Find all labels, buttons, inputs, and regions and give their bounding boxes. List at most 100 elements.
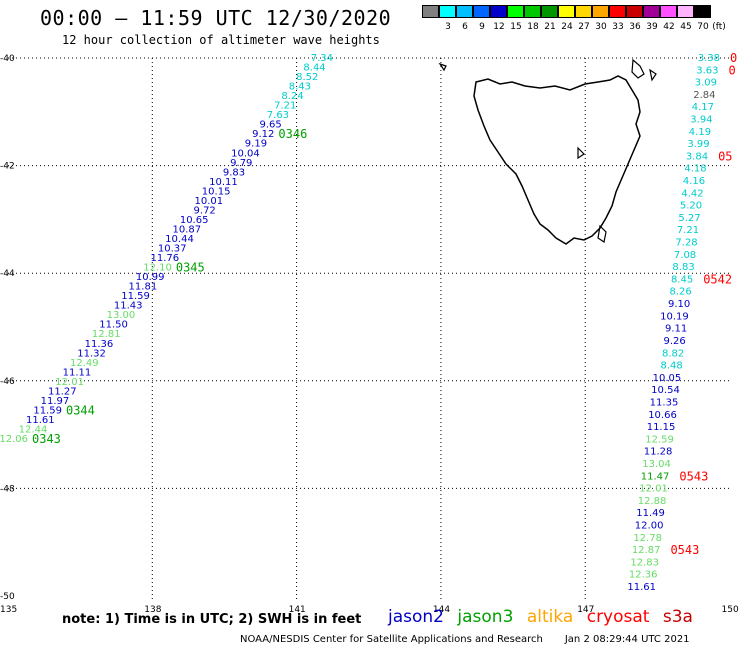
pass-time-label: 0 <box>730 51 737 65</box>
satellite-legend: jason2 jason3 altika cryosat s3a <box>388 607 701 627</box>
map-subtitle: 12 hour collection of altimeter wave hei… <box>62 33 380 47</box>
colorbar-swatch <box>473 5 490 18</box>
legend-jason3: jason3 <box>457 607 514 627</box>
lon-label: 147 <box>577 605 594 615</box>
swh-value: 5.27 <box>678 213 700 224</box>
swh-value: 11.59 <box>33 405 62 416</box>
pass-time-label: 0345 <box>176 261 205 275</box>
pass-time-label: 0344 <box>66 403 95 417</box>
swh-value: 10.37 <box>158 244 187 255</box>
colorbar-label: 42 <box>663 22 675 32</box>
swh-value: 10.54 <box>651 385 680 396</box>
east-track: 3.383.63 3.092.844.17 3.944.193.993.84 4.18… <box>627 51 737 593</box>
swh-value: 12.87 <box>632 545 661 556</box>
colorbar-label: 36 <box>629 22 641 32</box>
lon-label: 144 <box>433 605 450 615</box>
swh-value: 4.42 <box>681 188 703 199</box>
swh-value: 11.50 <box>99 320 128 331</box>
swh-value: 4.19 <box>689 127 711 138</box>
legend-jason2: jason2 <box>388 607 444 627</box>
swh-value: 10.11 <box>209 177 238 188</box>
lon-label: 141 <box>289 605 306 615</box>
colorbar-swatch <box>660 5 677 18</box>
pass-time-label: 0542 <box>703 272 732 286</box>
swh-value: 11.81 <box>129 282 158 293</box>
legend-altika: altika <box>526 607 574 627</box>
swh-value: 8.52 <box>296 72 318 83</box>
lat-label: -44 <box>0 269 15 279</box>
west-track: 7.348.448.528.438.247.217.639.659.129.19… <box>0 53 333 446</box>
swh-value: 11.61 <box>627 582 656 593</box>
swh-value: 12.49 <box>70 358 99 369</box>
swh-value: 8.43 <box>289 82 311 93</box>
colorbar-label: 70 <box>697 22 709 32</box>
swh-value: 9.11 <box>665 324 687 335</box>
swh-value: 12.44 <box>19 424 48 435</box>
swh-value: 10.19 <box>660 311 689 322</box>
swh-value: 9.19 <box>245 139 267 150</box>
swh-value: 10.04 <box>231 148 260 159</box>
swh-value: 11.27 <box>48 386 77 397</box>
swh-value: 12.88 <box>638 496 667 507</box>
swh-value: 10.44 <box>165 234 194 245</box>
swh-value: 10.65 <box>180 215 209 226</box>
colorbar-swatch <box>575 5 592 18</box>
swh-value: 12.06 <box>0 434 28 445</box>
swh-value: 11.36 <box>85 339 114 350</box>
swh-value: 9.10 <box>668 299 690 310</box>
swh-value: 8.83 <box>672 262 694 273</box>
swh-value: 11.49 <box>636 508 665 519</box>
swh-value: 9.12 <box>252 129 274 140</box>
lat-label: -50 <box>0 592 15 602</box>
swh-value: 8.44 <box>303 63 325 74</box>
swh-value: 9.83 <box>223 167 245 178</box>
axis-labels: -40 -42 -44 -46 -48 -50 135 138 141 144 147 150 <box>0 54 739 615</box>
swh-value: 5.20 <box>680 201 702 212</box>
colorbar-label: 12 <box>493 22 505 32</box>
swh-value: 12.81 <box>92 329 121 340</box>
swh-value: 7.28 <box>675 238 697 249</box>
swh-value: 3.99 <box>687 139 709 150</box>
swh-value: 11.35 <box>650 397 679 408</box>
swh-value: 11.28 <box>644 447 673 458</box>
swh-value: 12.01 <box>639 484 668 495</box>
colorbar-label: 21 <box>544 22 556 32</box>
swh-value: 3.94 <box>690 115 712 126</box>
lat-label: -40 <box>0 54 15 64</box>
swh-value: 4.17 <box>692 102 714 113</box>
swh-value: 12.59 <box>645 434 674 445</box>
swh-value: 3.09 <box>695 78 717 89</box>
swh-value: 11.61 <box>26 415 55 426</box>
swh-value: 8.26 <box>669 287 691 298</box>
colorbar-swatch <box>439 5 456 18</box>
colorbar-swatch <box>422 5 439 18</box>
swh-value: 8.82 <box>662 348 684 359</box>
pass-time-label: 0 <box>729 63 736 77</box>
swh-value: 11.11 <box>63 367 92 378</box>
colorbar-label: 24 <box>561 22 573 32</box>
colorbar-label: 33 <box>612 22 624 32</box>
swh-value: 7.21 <box>677 225 699 236</box>
swh-value: 8.24 <box>281 91 303 102</box>
footer-credit: NOAA/NESDIS Center for Satellite Applica… <box>240 634 543 645</box>
swh-value: 7.21 <box>274 101 296 112</box>
colorbar-label: 30 <box>595 22 607 32</box>
swh-value: 7.08 <box>674 250 696 261</box>
swh-value: 11.15 <box>647 422 676 433</box>
map-title: 00:00 — 11:59 UTC 12/30/2020 <box>40 6 392 30</box>
swh-value: 12.78 <box>633 533 662 544</box>
pass-time-label: 0543 <box>679 469 708 483</box>
swh-value: 9.26 <box>664 336 686 347</box>
swh-value: 3.38 <box>698 53 720 64</box>
swh-value: 10.01 <box>194 196 223 207</box>
lon-label: 135 <box>0 605 17 615</box>
pass-time-label: 0346 <box>278 127 307 141</box>
swh-value: 9.79 <box>230 158 252 169</box>
swh-value: 13.00 <box>107 310 136 321</box>
swh-value: 11.47 <box>641 471 670 482</box>
swh-value: 10.05 <box>653 373 682 384</box>
colorbar-swatch <box>592 5 609 18</box>
swh-value: 11.32 <box>77 348 106 359</box>
swh-value: 7.34 <box>311 53 333 64</box>
